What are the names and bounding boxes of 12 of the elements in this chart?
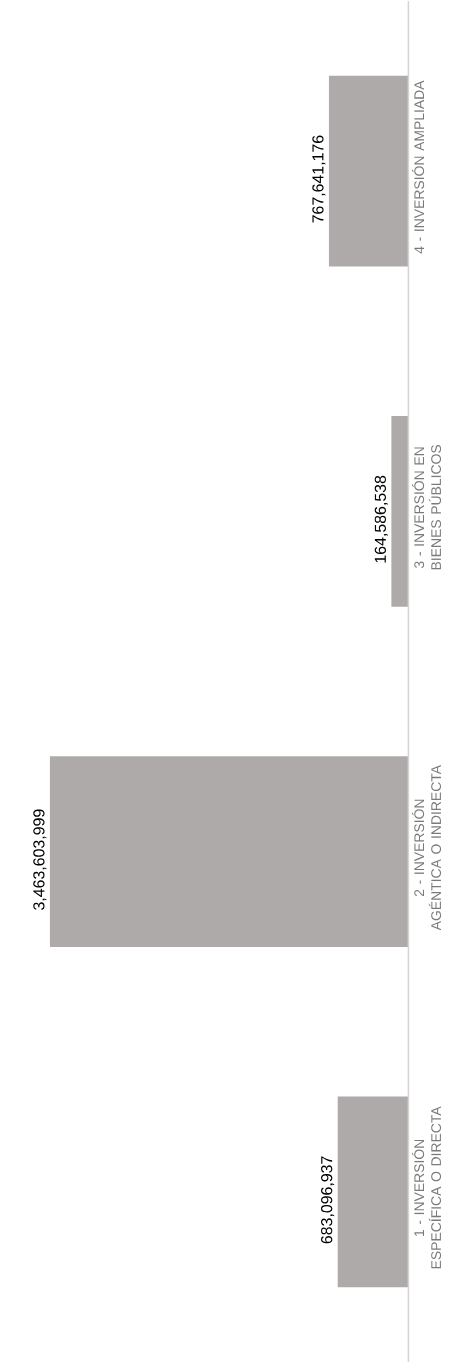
bar: [391, 416, 409, 607]
y-tick-label: 2 - INVERSIÓN AGÉNTICA O INDIRECTA: [411, 764, 441, 931]
data-label: 164,586,538: [374, 475, 388, 563]
y-tick-label: 1 - INVERSIÓN ESPECÍFICA O DIRECTA: [411, 1106, 441, 1269]
bar: [337, 1096, 409, 1288]
y-tick-label: 3 - INVERSIÓN EN BIENES PÚBLICOS: [411, 444, 441, 570]
data-label: 767,641,176: [312, 135, 326, 223]
data-label: 683,096,937: [320, 1156, 335, 1244]
y-tick-label: 4 - INVERSIÓN AMPLIADA: [411, 80, 424, 254]
data-label: 3,463,603,999: [33, 809, 47, 910]
bar: [328, 75, 409, 267]
bar: [49, 756, 409, 947]
